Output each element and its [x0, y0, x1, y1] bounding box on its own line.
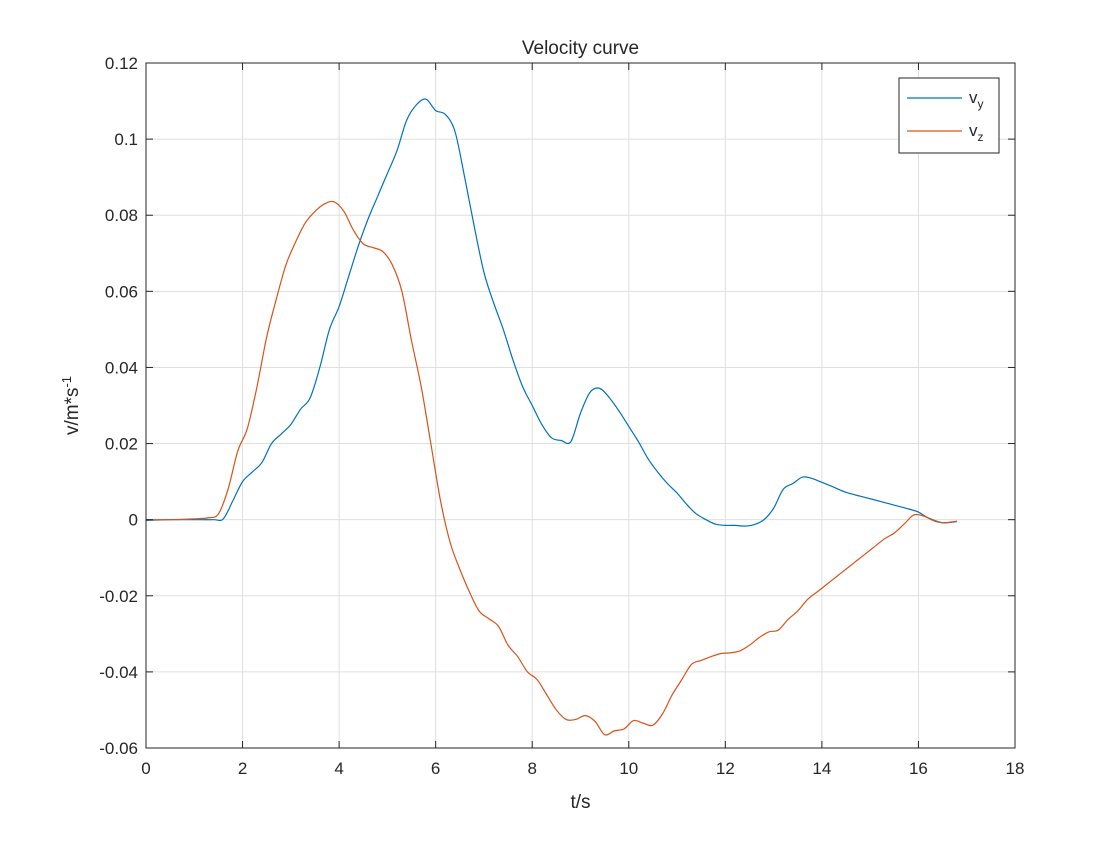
y-tick-label: 0.04	[105, 358, 138, 377]
legend-label-vz-sub: z	[978, 130, 984, 144]
legend-box	[898, 77, 1000, 154]
x-gridlines	[242, 63, 919, 748]
x-tick-label: 6	[431, 759, 440, 778]
legend-label-vy-sub: y	[978, 97, 984, 111]
legend-label-vz-main: v	[969, 121, 978, 140]
y-tick-label: -0.02	[99, 587, 138, 606]
legend-label-vz: vz	[969, 121, 984, 144]
y-axis-label-exponent: -1	[59, 376, 74, 388]
legend-label-vy: vy	[969, 88, 984, 111]
series-line-vz	[145, 200, 958, 736]
legend: vy vz	[898, 77, 1000, 154]
series-layer	[145, 98, 958, 736]
plot-frame	[145, 62, 1016, 749]
x-axis-label: t/s	[570, 792, 590, 813]
y-axis-label-text: v/m*s	[62, 388, 83, 436]
y-tick-label: 0.06	[105, 282, 138, 301]
y-ticks	[146, 62, 1015, 749]
x-tick-label: 0	[141, 759, 150, 778]
y-tick-label: 0.02	[105, 435, 138, 454]
y-axis-label: v/m*s-1	[59, 376, 83, 435]
y-tick-label: 0.08	[105, 206, 138, 225]
x-tick-label: 12	[716, 759, 735, 778]
plot-area	[146, 63, 1015, 748]
x-tick-labels: 0 2 4 6 8 10 12 14 16 18	[141, 759, 1024, 778]
y-tick-label: 0.1	[114, 130, 138, 149]
y-tick-label: 0.12	[105, 54, 138, 73]
legend-label-vy-main: v	[969, 88, 978, 107]
x-tick-label: 14	[812, 759, 831, 778]
x-tick-label: 18	[1006, 759, 1025, 778]
y-tick-label: 0	[129, 511, 138, 530]
series-line-vy	[145, 98, 958, 527]
y-tick-label: -0.04	[99, 663, 138, 682]
y-tick-label: -0.06	[99, 739, 138, 758]
x-tick-label: 10	[619, 759, 638, 778]
x-tick-label: 2	[238, 759, 247, 778]
y-tick-labels: -0.06 -0.04 -0.02 0 0.02 0.04 0.06 0.08 0.1 0.12	[99, 54, 138, 758]
x-tick-label: 4	[334, 759, 343, 778]
x-tick-label: 16	[909, 759, 928, 778]
x-tick-label: 8	[527, 759, 536, 778]
y-gridlines	[146, 138, 1015, 673]
x-ticks	[145, 63, 1016, 748]
chart-title: Velocity curve	[522, 38, 639, 59]
